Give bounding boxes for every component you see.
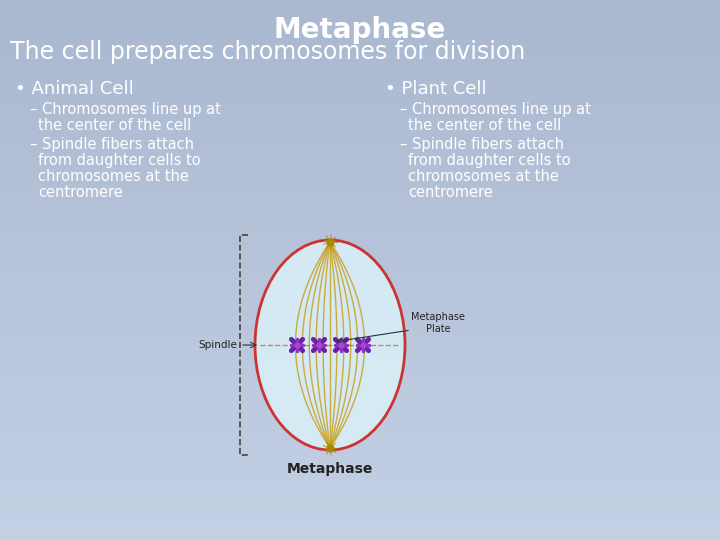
Text: – Spindle fibers attach: – Spindle fibers attach bbox=[30, 137, 194, 152]
Text: centromere: centromere bbox=[408, 185, 492, 200]
Text: chromosomes at the: chromosomes at the bbox=[408, 169, 559, 184]
Text: – Chromosomes line up at: – Chromosomes line up at bbox=[30, 102, 221, 117]
Text: from daughter cells to: from daughter cells to bbox=[408, 153, 571, 168]
Text: Metaphase: Metaphase bbox=[287, 462, 373, 476]
Text: from daughter cells to: from daughter cells to bbox=[38, 153, 201, 168]
Text: Metaphase
Plate: Metaphase Plate bbox=[411, 312, 465, 334]
Text: • Plant Cell: • Plant Cell bbox=[385, 80, 487, 98]
Text: Spindle: Spindle bbox=[198, 340, 237, 350]
Text: – Spindle fibers attach: – Spindle fibers attach bbox=[400, 137, 564, 152]
Ellipse shape bbox=[255, 240, 405, 450]
Text: the center of the cell: the center of the cell bbox=[38, 118, 192, 133]
Text: centromere: centromere bbox=[38, 185, 122, 200]
Text: The cell prepares chromosomes for division: The cell prepares chromosomes for divisi… bbox=[10, 40, 526, 64]
Text: chromosomes at the: chromosomes at the bbox=[38, 169, 189, 184]
Text: the center of the cell: the center of the cell bbox=[408, 118, 562, 133]
Text: – Chromosomes line up at: – Chromosomes line up at bbox=[400, 102, 591, 117]
Text: Metaphase: Metaphase bbox=[274, 16, 446, 44]
Text: • Animal Cell: • Animal Cell bbox=[15, 80, 134, 98]
